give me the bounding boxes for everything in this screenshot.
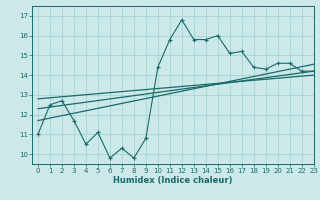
X-axis label: Humidex (Indice chaleur): Humidex (Indice chaleur) bbox=[113, 176, 233, 185]
